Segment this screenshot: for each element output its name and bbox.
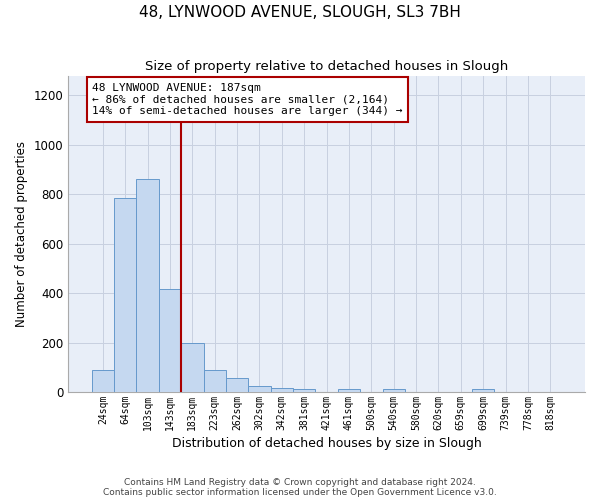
Bar xyxy=(114,198,136,392)
Bar xyxy=(383,389,405,392)
Bar xyxy=(181,342,203,392)
Bar xyxy=(338,389,360,392)
Bar xyxy=(271,388,293,392)
Bar xyxy=(92,370,114,392)
Bar xyxy=(203,370,226,392)
Bar xyxy=(226,378,248,392)
Title: Size of property relative to detached houses in Slough: Size of property relative to detached ho… xyxy=(145,60,508,73)
Text: 48 LYNWOOD AVENUE: 187sqm
← 86% of detached houses are smaller (2,164)
14% of se: 48 LYNWOOD AVENUE: 187sqm ← 86% of detac… xyxy=(92,83,403,116)
Bar xyxy=(293,389,316,392)
Text: Contains HM Land Registry data © Crown copyright and database right 2024.
Contai: Contains HM Land Registry data © Crown c… xyxy=(103,478,497,497)
Text: 48, LYNWOOD AVENUE, SLOUGH, SL3 7BH: 48, LYNWOOD AVENUE, SLOUGH, SL3 7BH xyxy=(139,5,461,20)
Bar xyxy=(248,386,271,392)
Bar xyxy=(472,389,494,392)
Bar xyxy=(136,180,159,392)
Y-axis label: Number of detached properties: Number of detached properties xyxy=(15,141,28,327)
X-axis label: Distribution of detached houses by size in Slough: Distribution of detached houses by size … xyxy=(172,437,481,450)
Bar xyxy=(159,290,181,392)
